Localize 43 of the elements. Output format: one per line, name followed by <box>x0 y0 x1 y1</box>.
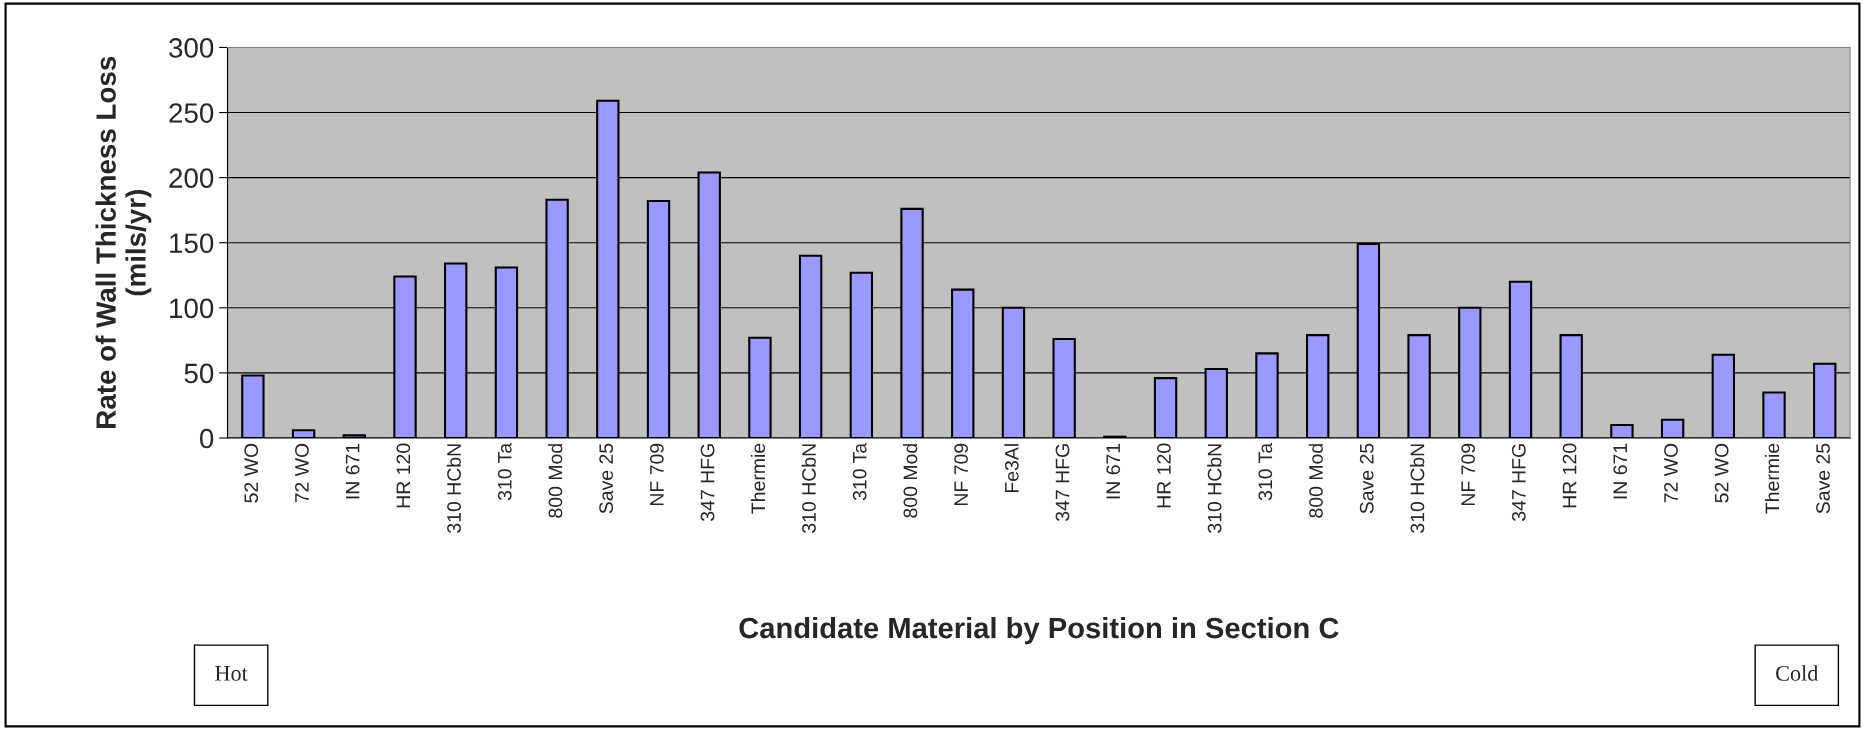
x-tick-label: Thermie <box>750 443 766 514</box>
x-tick-label: HR 120 <box>1562 443 1577 508</box>
x-tick-label: IN 671 <box>1106 443 1121 499</box>
x-axis-title: Candidate Material by Position in Section C <box>739 616 1339 645</box>
x-tick-label: Save 25 <box>1816 443 1830 514</box>
x-tick-label: 310 Ta <box>497 442 512 501</box>
x-tick-label: 310 HCbN <box>801 444 816 533</box>
x-tick-label: NF 709 <box>954 443 968 506</box>
y-tick-label: 200 <box>169 168 214 188</box>
x-tick-label: 52 WO <box>1714 443 1729 503</box>
x-tick-label: 800 Mod <box>902 444 918 518</box>
x-tick-label: 347 HFG <box>700 444 715 521</box>
x-tick-label: HR 120 <box>396 443 411 508</box>
text: Hot <box>215 666 248 681</box>
x-tick-label: NF 709 <box>649 443 664 506</box>
y-tick-label: 50 <box>184 363 214 384</box>
y-tick-label: 0 <box>199 428 214 449</box>
x-tick-label: 800 Mod <box>548 444 563 518</box>
x-tick-label: 72 WO <box>295 443 309 503</box>
y-tick-label: 100 <box>170 298 214 319</box>
text: Cold <box>1776 665 1819 681</box>
x-tick-label: Save 25 <box>599 443 614 514</box>
x-tick-label: 310 HCbN <box>446 444 461 533</box>
x-tick-label: 72 WO <box>1664 443 1678 503</box>
x-tick-label: 52 WO <box>244 443 259 503</box>
x-tick-label: Fe3Al <box>1004 444 1019 493</box>
x-tick-label: 347 HFG <box>1055 444 1070 521</box>
x-tick-label: NF 709 <box>1461 443 1476 506</box>
x-tick-label: Thermie <box>1764 443 1780 514</box>
y-tick-label: 150 <box>170 233 214 254</box>
y-tick-label: 300 <box>169 38 214 58</box>
x-tick-label: 310 Ta <box>852 442 867 501</box>
x-tick-label: Save 25 <box>1359 443 1374 514</box>
x-tick-label: 800 Mod <box>1308 444 1323 518</box>
x-tick-label: IN 671 <box>345 443 360 499</box>
x-tick-label: 310 HCbN <box>1410 444 1425 533</box>
x-tick-label: IN 671 <box>1613 443 1628 499</box>
x-tick-label: 310 HCbN <box>1207 444 1222 533</box>
x-tick-label: HR 120 <box>1157 443 1171 508</box>
y-axis-title: Rate of Wall Thickness Loss (mils/yr) <box>95 56 152 428</box>
y-tick-label: 250 <box>169 103 214 123</box>
x-tick-label: 310 Ta <box>1258 442 1273 501</box>
x-tick-label: 347 HFG <box>1511 444 1526 521</box>
